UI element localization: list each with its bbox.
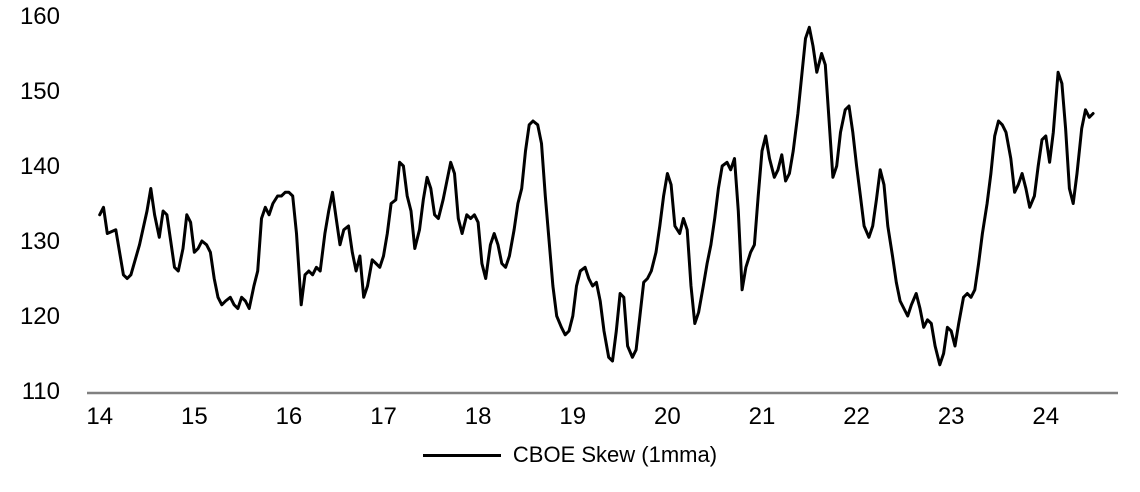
y-tick-label: 130 xyxy=(20,228,60,255)
y-tick-label: 110 xyxy=(22,378,60,405)
chart-legend: CBOE Skew (1mma) xyxy=(0,442,1140,468)
x-tick-label: 22 xyxy=(843,403,870,430)
line-chart: 110 120 130 140 150 160 14 15 16 17 18 19 20 21 22 23 24 xyxy=(20,3,1118,430)
y-tick-label: 160 xyxy=(20,3,60,30)
x-tick-label: 17 xyxy=(370,403,397,430)
x-tick-label: 24 xyxy=(1032,403,1059,430)
x-tick-label: 15 xyxy=(181,403,208,430)
x-tick-label: 19 xyxy=(559,403,586,430)
y-tick-label: 140 xyxy=(20,153,60,180)
x-tick-label: 23 xyxy=(938,403,965,430)
y-tick-label: 120 xyxy=(20,303,60,330)
legend-label: CBOE Skew (1mma) xyxy=(512,442,718,467)
x-tick-label: 18 xyxy=(465,403,492,430)
x-tick-label: 20 xyxy=(654,403,681,430)
series-line xyxy=(98,25,1095,367)
y-tick-label: 150 xyxy=(20,78,60,105)
x-tick-label: 21 xyxy=(749,403,776,430)
legend-line-sample xyxy=(422,453,501,457)
x-tick-label: 14 xyxy=(86,403,113,430)
x-tick-label: 16 xyxy=(276,403,303,430)
